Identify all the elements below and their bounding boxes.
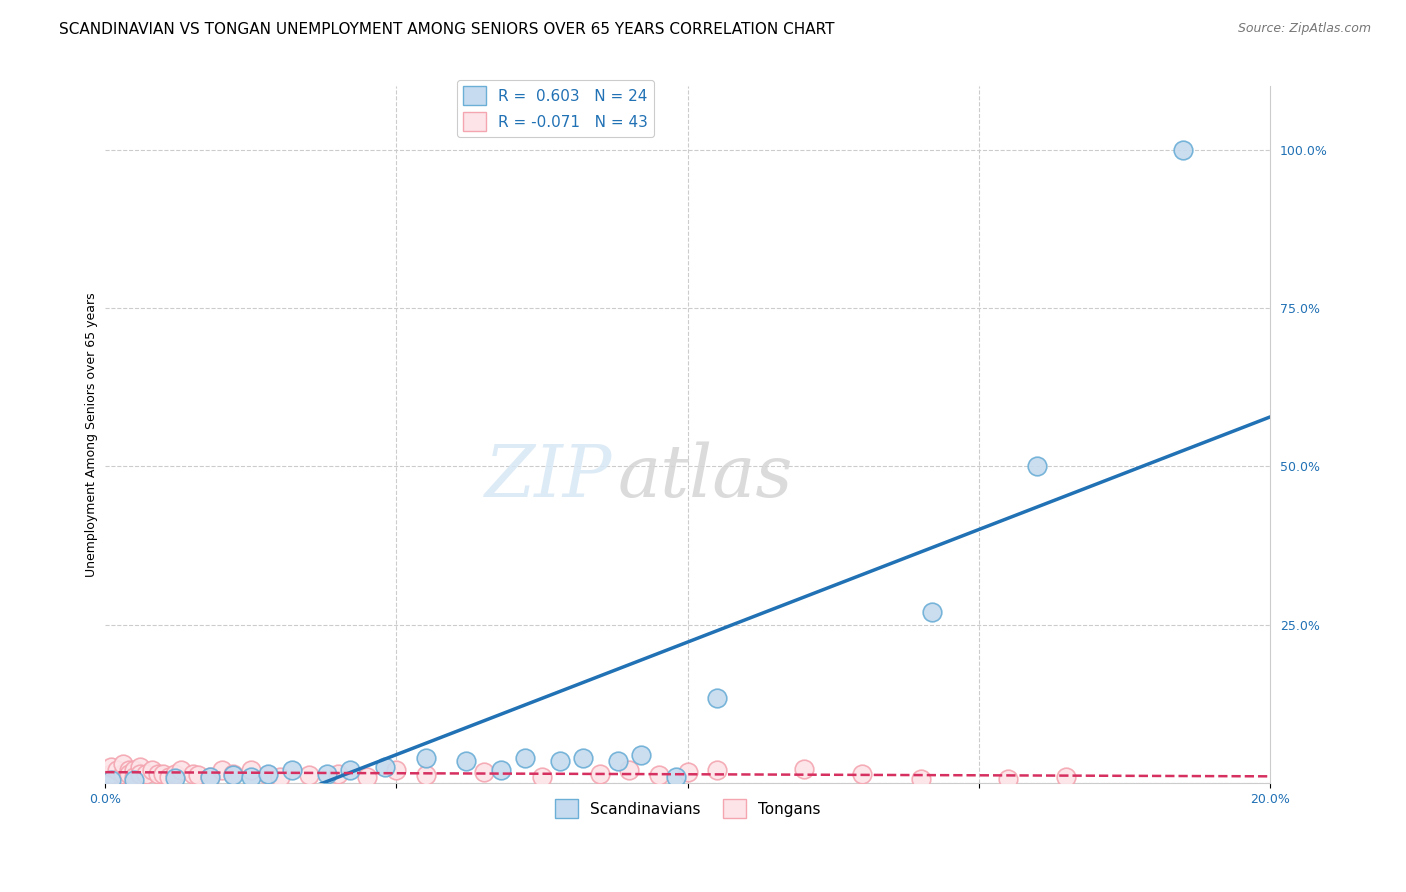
Point	[548, 754, 571, 768]
Point	[1026, 459, 1049, 474]
Point	[647, 768, 669, 782]
Point	[124, 770, 146, 784]
Text: SCANDINAVIAN VS TONGAN UNEMPLOYMENT AMONG SENIORS OVER 65 YEARS CORRELATION CHAR: SCANDINAVIAN VS TONGAN UNEMPLOYMENT AMON…	[59, 22, 835, 37]
Text: Source: ZipAtlas.com: Source: ZipAtlas.com	[1237, 22, 1371, 36]
Point	[339, 764, 361, 778]
Point	[117, 764, 139, 778]
Point	[111, 766, 134, 780]
Point	[129, 766, 152, 780]
Point	[910, 772, 932, 786]
Point	[606, 754, 628, 768]
Text: atlas: atlas	[617, 442, 793, 512]
Point	[1054, 770, 1077, 784]
Point	[385, 764, 408, 778]
Point	[157, 770, 180, 784]
Point	[170, 764, 193, 778]
Point	[198, 770, 221, 784]
Point	[124, 764, 146, 778]
Point	[619, 764, 641, 778]
Point	[269, 770, 291, 784]
Point	[630, 747, 652, 762]
Point	[298, 768, 321, 782]
Point	[415, 768, 437, 782]
Point	[921, 605, 943, 619]
Point	[135, 766, 157, 780]
Point	[105, 764, 128, 778]
Point	[531, 770, 554, 784]
Point	[374, 760, 396, 774]
Point	[222, 766, 245, 780]
Point	[117, 766, 139, 780]
Point	[222, 768, 245, 782]
Point	[851, 766, 873, 780]
Point	[706, 764, 728, 778]
Y-axis label: Unemployment Among Seniors over 65 years: Unemployment Among Seniors over 65 years	[86, 293, 98, 577]
Point	[257, 766, 280, 780]
Point	[165, 766, 187, 780]
Point	[146, 766, 169, 780]
Point	[129, 760, 152, 774]
Point	[472, 764, 495, 779]
Point	[356, 770, 378, 784]
Point	[239, 770, 262, 784]
Point	[315, 766, 337, 780]
Point	[676, 764, 699, 779]
Point	[665, 770, 688, 784]
Point	[280, 764, 302, 778]
Point	[513, 750, 536, 764]
Point	[152, 766, 174, 780]
Point	[141, 764, 163, 778]
Point	[491, 764, 513, 778]
Point	[100, 760, 122, 774]
Point	[181, 766, 204, 780]
Point	[124, 772, 146, 787]
Legend: Scandinavians, Tongans: Scandinavians, Tongans	[548, 793, 827, 824]
Point	[415, 750, 437, 764]
Point	[706, 690, 728, 705]
Point	[111, 757, 134, 772]
Point	[793, 762, 815, 776]
Point	[211, 764, 233, 778]
Point	[100, 772, 122, 787]
Point	[100, 766, 122, 780]
Point	[187, 768, 209, 782]
Point	[257, 768, 280, 782]
Point	[589, 766, 612, 780]
Point	[1171, 143, 1194, 157]
Point	[572, 750, 595, 764]
Point	[198, 770, 221, 784]
Point	[997, 772, 1019, 786]
Text: ZIP: ZIP	[485, 442, 612, 512]
Point	[165, 771, 187, 785]
Point	[328, 766, 350, 780]
Point	[239, 764, 262, 778]
Point	[456, 754, 478, 768]
